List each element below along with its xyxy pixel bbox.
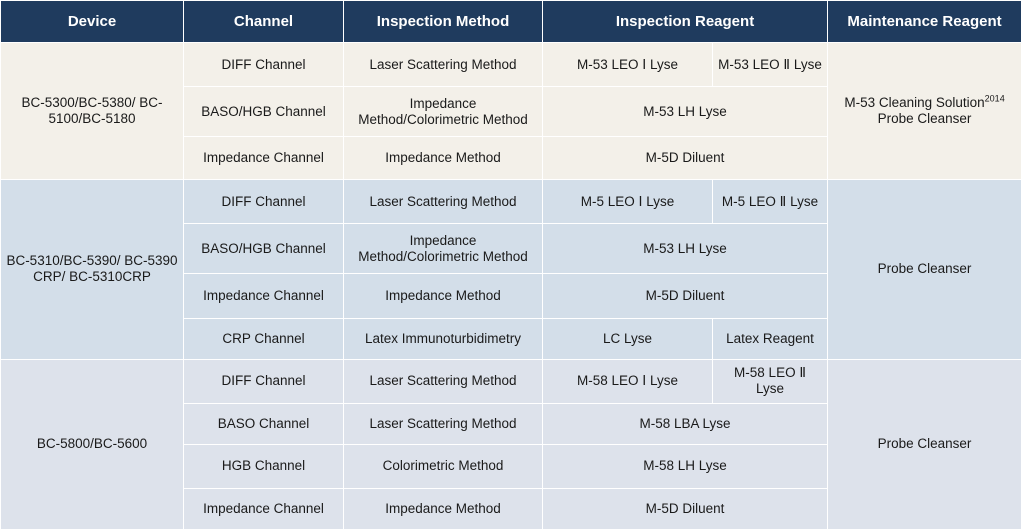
reagent-cell: M-58 LEO Ⅱ Lyse [711,358,829,404]
reagent-cell: M-53 LH Lyse [541,223,829,275]
header-device: Device [0,0,184,43]
reagent-cell: M-58 LBA Lyse [541,402,829,445]
method-cell: Latex Immunoturbidimetry [343,317,543,360]
method-cell: Impedance Method/Colorimetric Method [343,86,543,138]
method-cell: Laser Scattering Method [343,179,543,225]
table-row: BC-5300/BC-5380/ BC-5100/BC-5180 DIFF Ch… [0,41,1021,181]
method-cell: Impedance Method [343,487,543,530]
reagent-cell: Latex Reagent [711,317,829,360]
reagent-cell: M-58 LH Lyse [541,443,829,489]
channel-cell: BASO Channel [183,402,344,445]
channel-cell: DIFF Channel [183,179,344,225]
channel-cell: Impedance Channel [183,273,344,319]
maintenance-superscript: 2014 [984,93,1005,104]
maintenance-line: M-53 Cleaning Solution [844,95,985,111]
table-row: Impedance Channel Impedance Method M-5D … [1,273,1021,319]
method-cell: Impedance Method/Colorimetric Method [343,223,543,275]
channel-cell: BASO/HGB Channel [183,86,344,138]
channel-cell: Impedance Channel [183,136,344,181]
method-cell: Laser Scattering Method [343,402,543,445]
channel-cell: CRP Channel [183,317,344,360]
device-cell: BC-5310/BC-5390/ BC-5390 CRP/ BC-5310CRP [0,179,184,360]
reagent-cell: M-5D Diluent [541,136,829,181]
method-cell: Impedance Method [343,273,543,319]
maintenance-cell: M-53 Cleaning Solution2014 Probe Cleanser [827,41,1021,181]
maintenance-cell: Probe Cleanser [827,179,1021,360]
header-channel: Channel [183,0,344,43]
table-row: BASO/HGB Channel Impedance Method/Colori… [1,86,1021,138]
reagent-cell: M-5 LEO Ⅱ Lyse [711,179,829,225]
table-row: BASO/HGB Channel Impedance Method/Colori… [1,223,1021,275]
device-cell: BC-5800/BC-5600 [0,358,184,530]
method-cell: Laser Scattering Method [343,41,543,88]
table-row: BASO Channel Laser Scattering Method M-5… [1,402,1021,445]
maintenance-line: Probe Cleanser [877,111,972,127]
method-cell: Impedance Method [343,136,543,181]
table-row: BC-5800/BC-5600 DIFF Channel Laser Scatt… [0,358,1021,530]
device-cell: BC-5300/BC-5380/ BC-5100/BC-5180 [0,41,184,181]
channel-cell: DIFF Channel [183,358,344,404]
channel-cell: BASO/HGB Channel [183,223,344,275]
table-row: Impedance Channel Impedance Method M-5D … [1,487,1021,530]
header-inspection-reagent: Inspection Reagent [541,0,829,43]
channel-cell: Impedance Channel [183,487,344,530]
reagent-cell: M-58 LEO Ⅰ Lyse [542,358,713,404]
header-inspection-method: Inspection Method [343,0,543,43]
method-cell: Laser Scattering Method [343,358,543,404]
table-row: CRP Channel Latex Immunoturbidimetry LC … [1,317,1021,360]
reagent-cell: M-5D Diluent [541,273,829,319]
reagent-cell: M-5D Diluent [541,487,829,530]
reagent-cell: LC Lyse [542,317,713,360]
table-row: Impedance Channel Impedance Method M-5D … [1,136,1021,181]
method-cell: Colorimetric Method [343,443,543,489]
reagent-cell: M-53 LEO Ⅰ Lyse [542,41,713,88]
reagent-cell: M-53 LH Lyse [541,86,829,138]
reagent-cell: M-53 LEO Ⅱ Lyse [711,41,829,88]
table-row: BC-5310/BC-5390/ BC-5390 CRP/ BC-5310CRP… [0,179,1021,360]
channel-cell: HGB Channel [183,443,344,489]
channel-cell: DIFF Channel [183,41,344,88]
maintenance-cell: Probe Cleanser [827,358,1021,530]
table-row: HGB Channel Colorimetric Method M-58 LH … [1,443,1021,489]
header-maintenance-reagent: Maintenance Reagent [827,0,1021,43]
header-row: Device Channel Inspection Method Inspect… [0,0,1021,43]
reagent-cell: M-5 LEO Ⅰ Lyse [542,179,713,225]
